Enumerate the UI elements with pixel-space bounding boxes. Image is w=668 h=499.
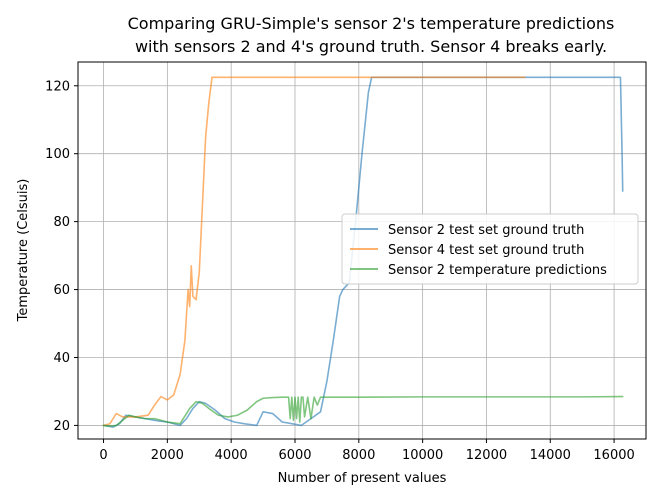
x-tick-label: 6000 [278,448,311,463]
plot-frame [77,61,647,440]
x-tick-label: 0 [99,448,107,463]
x-tick-label: 16000 [593,448,634,463]
y-tick-label: 40 [53,351,70,366]
plot-series [102,76,624,428]
legend-box [341,213,639,285]
x-tick-label: 12000 [466,448,507,463]
y-tick-label: 120 [45,79,70,94]
series-line-2 [102,76,526,427]
legend-label: Sensor 2 temperature predictions [388,263,607,278]
x-tick-label: 10000 [402,448,443,463]
x-axis-label: Number of present values [278,471,447,486]
x-tick-label: 2000 [151,448,184,463]
series-line-3 [102,395,624,427]
x-tick-label: 4000 [215,448,248,463]
y-tick-label: 100 [45,147,70,162]
legend-label: Sensor 2 test set ground truth [388,223,584,238]
y-tick-label: 60 [53,283,70,298]
legend-label: Sensor 4 test set ground truth [388,243,584,258]
chart-title: Comparing GRU-Simple's sensor 2's temper… [128,14,615,56]
y-tick-label: 20 [53,419,70,434]
axis-ticks: 0 2000 4000 6000 8000 10000 12000 14000 16000 20 4… [45,79,635,463]
y-tick-label: 80 [53,215,70,230]
x-tick-label: 8000 [342,448,375,463]
y-axis-label: Temperature (Celsuis) [16,179,31,323]
chart-title-line-1: Comparing GRU-Simple's sensor 2's temper… [128,14,615,33]
chart-title-line-2: with sensors 2 and 4's ground truth. Sen… [135,37,607,56]
legend: Sensor 2 test set ground truth Sensor 4 t… [341,213,639,285]
x-tick-label: 14000 [530,448,571,463]
